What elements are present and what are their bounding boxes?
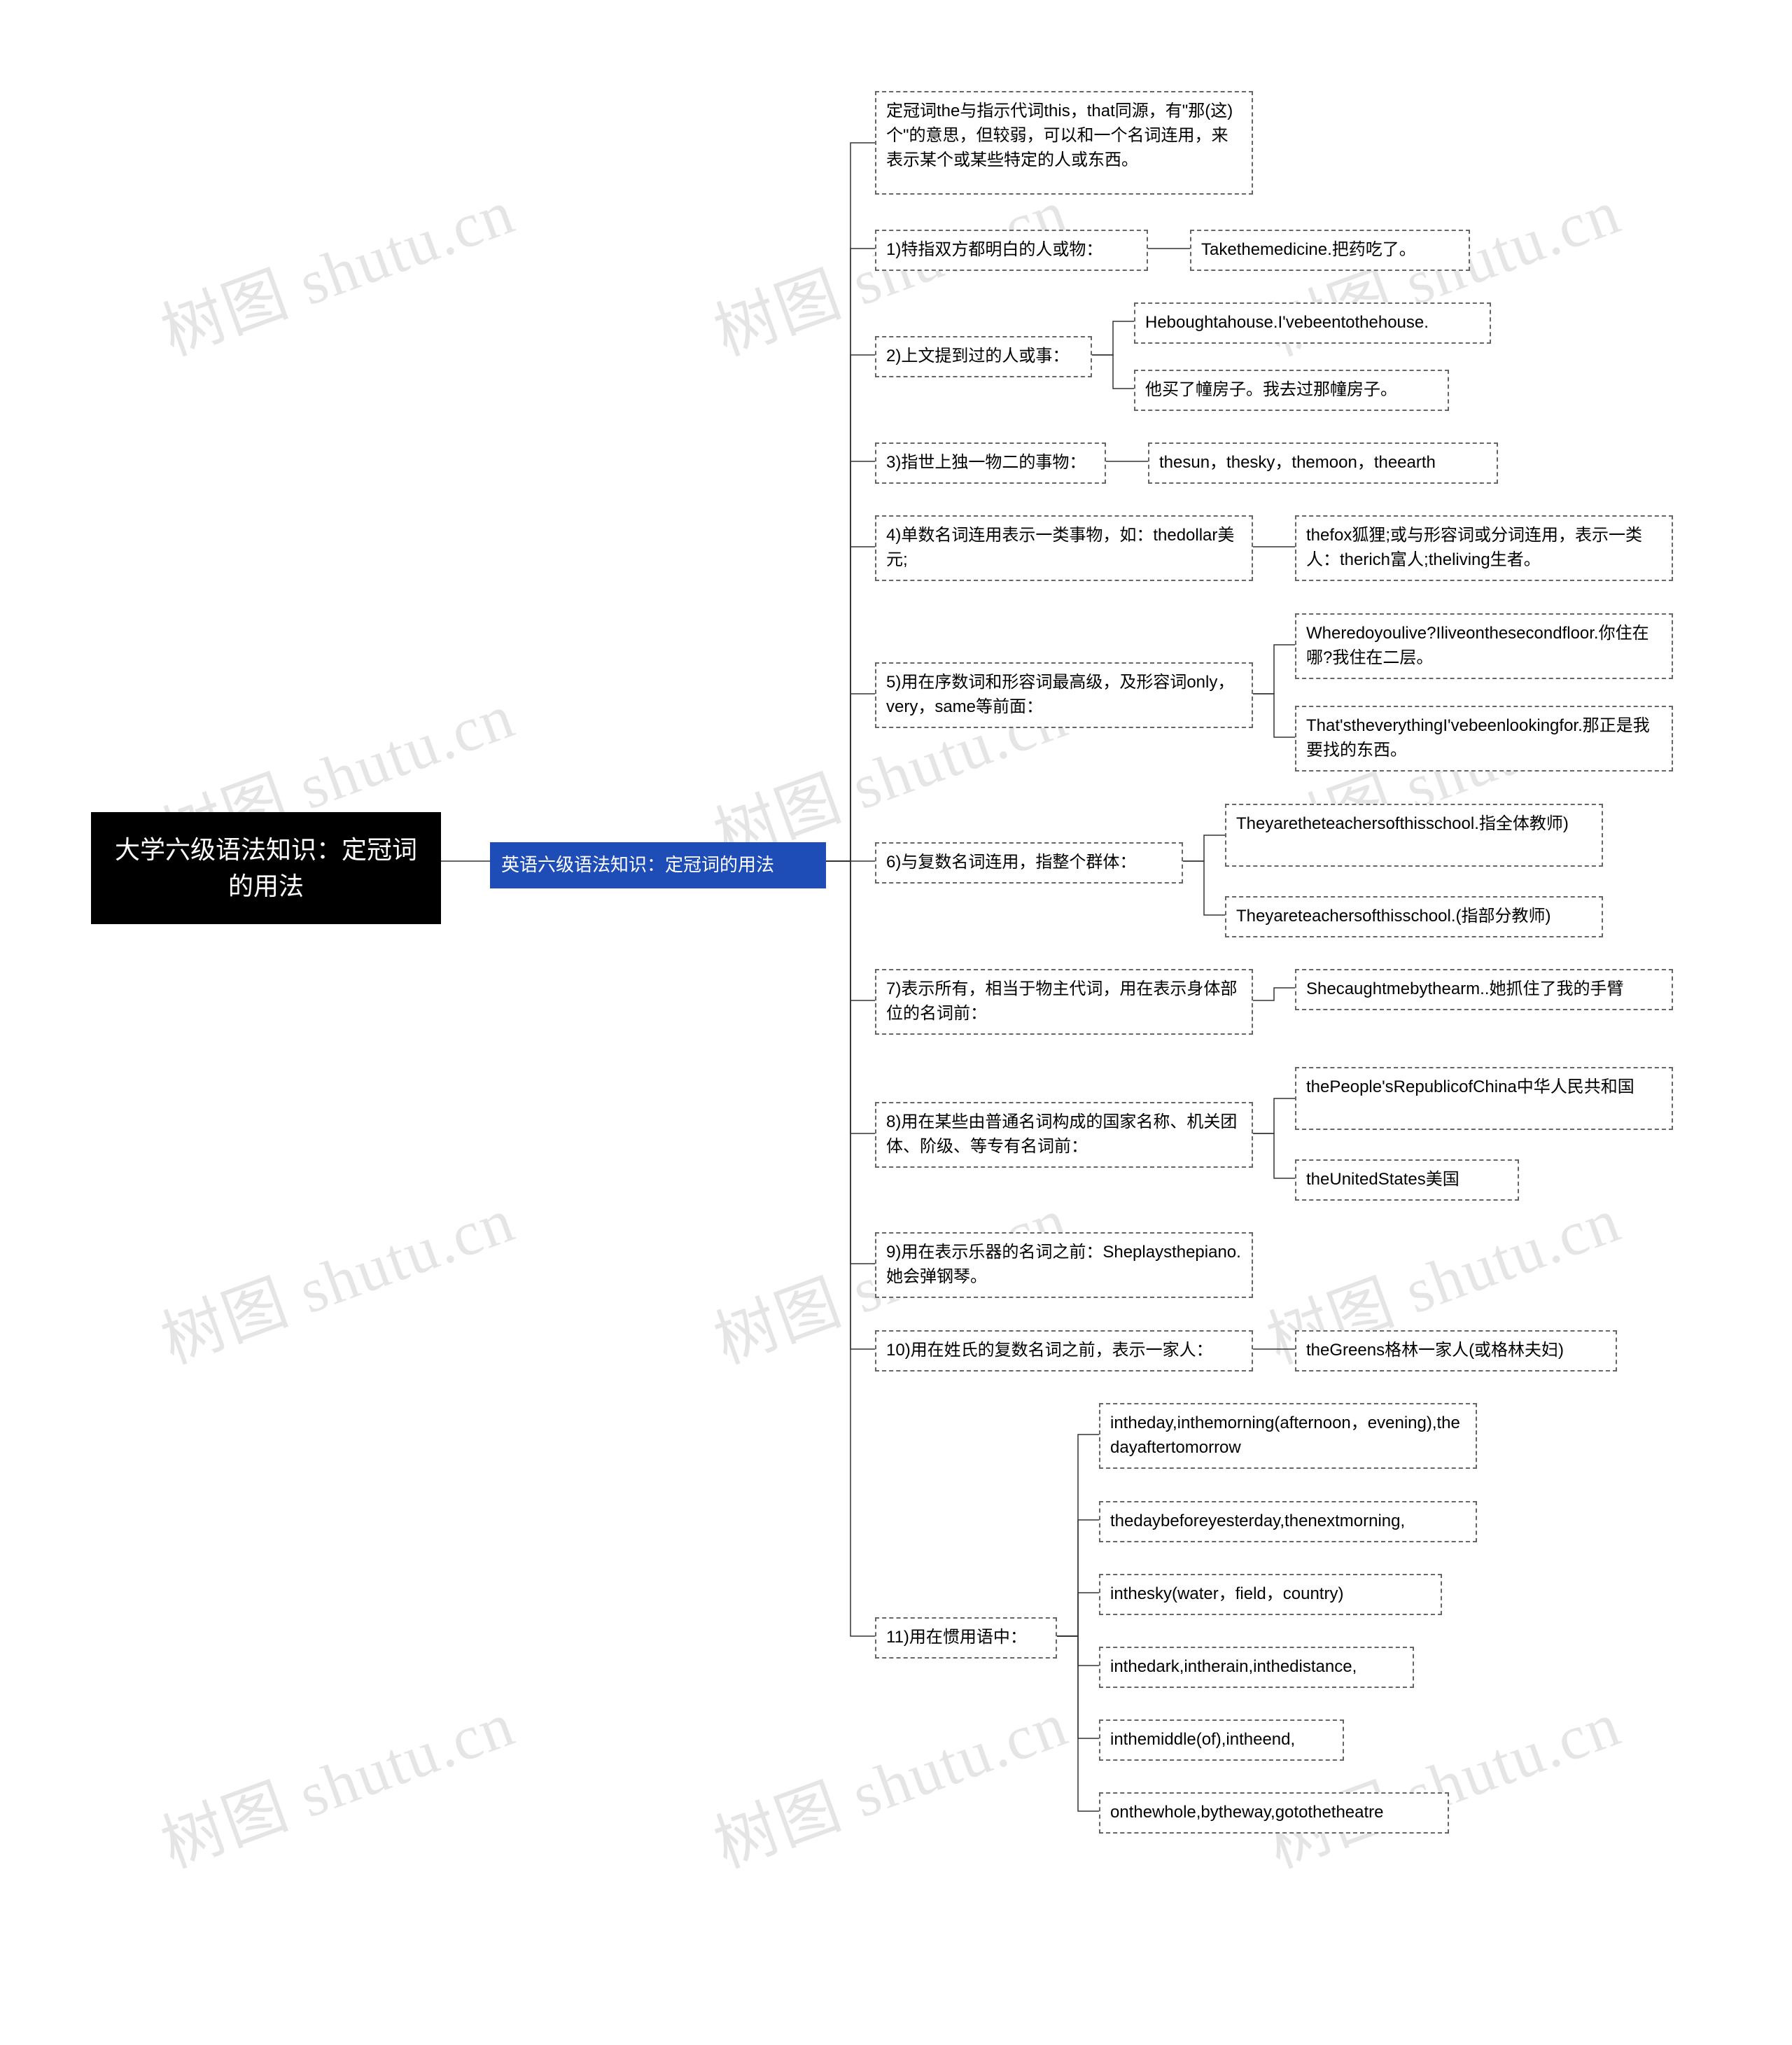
node-n11: 11)用在惯用语中： [875,1617,1057,1659]
node-n2a: Heboughtahouse.I'vebeentothehouse. [1134,302,1491,344]
edge [1057,1636,1099,1811]
node-n6b: Theyareteachersofthisschool.(指部分教师) [1225,896,1603,937]
watermark: 树图 shutu.cn [147,1169,525,1381]
node-n8: 8)用在某些由普通名词构成的国家名称、机关团体、阶级、等专有名词前： [875,1102,1253,1168]
node-n1a: Takethemedicine.把药吃了。 [1190,230,1470,271]
node-n7: 7)表示所有，相当于物主代词，用在表示身体部位的名词前： [875,969,1253,1035]
node-n10a: theGreens格林一家人(或格林夫妇) [1295,1330,1617,1372]
node-n5: 5)用在序数词和形容词最高级，及形容词only，very，same等前面： [875,662,1253,728]
edge [826,355,875,861]
edge [1057,1593,1099,1636]
node-n4a: thefox狐狸;或与形容词或分词连用，表示一类人：therich富人;thel… [1295,515,1673,581]
node-n3a: thesun，thesky，themoon，theearth [1148,442,1498,484]
edge [1253,694,1295,737]
edge [1057,1520,1099,1636]
edge [1057,1636,1099,1738]
edge [1253,1098,1295,1133]
edge [826,694,875,861]
edge [1183,835,1225,861]
edge [826,861,875,1133]
node-n4: 4)单数名词连用表示一类事物，如：thedollar美元; [875,515,1253,581]
watermark: 树图 shutu.cn [147,161,525,372]
node-root: 大学六级语法知识：定冠词的用法 [91,812,441,924]
edge [1057,1636,1099,1666]
edge [826,861,875,1264]
edge [826,143,875,861]
edge [826,861,875,1000]
node-n5b: That'stheverythingI'vebeenlookingfor.那正是… [1295,706,1673,772]
edge [826,461,875,861]
node-n1: 1)特指双方都明白的人或物： [875,230,1148,271]
edge [826,861,875,1349]
node-n5a: Wheredoyoulive?Iliveonthesecondfloor.你住在… [1295,613,1673,679]
edge [826,547,875,861]
node-n3: 3)指世上独一物二的事物： [875,442,1106,484]
edge [1183,861,1225,915]
watermark: 树图 shutu.cn [147,1673,525,1885]
node-sub: 英语六级语法知识：定冠词的用法 [490,842,826,888]
mindmap-canvas: 树图 shutu.cn 树图 shutu.cn 树图 shutu.cn 树图 shut… [0,0,1792,2045]
node-n11d: inthedark,intherain,inthedistance, [1099,1647,1414,1688]
node-n10: 10)用在姓氏的复数名词之前，表示一家人： [875,1330,1253,1372]
edge [1092,355,1134,389]
node-n6: 6)与复数名词连用，指整个群体： [875,842,1183,884]
edge [826,861,875,1636]
node-n9: 9)用在表示乐器的名词之前：Sheplaysthepiano.她会弹钢琴。 [875,1232,1253,1298]
node-n11a: intheday,inthemorning(afternoon，evening)… [1099,1403,1477,1469]
node-n11f: onthewhole,bytheway,gotothetheatre [1099,1792,1449,1834]
node-n2b: 他买了幢房子。我去过那幢房子。 [1134,370,1449,411]
node-n11b: thedaybeforeyesterday,thenextmorning, [1099,1501,1477,1542]
watermark: 树图 shutu.cn [700,1673,1078,1885]
node-n7a: Shecaughtmebythearm..她抓住了我的手臂 [1295,969,1673,1010]
watermark: 树图 shutu.cn [1253,1673,1631,1885]
node-n8a: thePeople'sRepublicofChina中华人民共和国 [1295,1067,1673,1130]
node-n2: 2)上文提到过的人或事： [875,336,1092,377]
node-n0: 定冠词the与指示代词this，that同源，有"那(这)个"的意思，但较弱，可… [875,91,1253,195]
edge [1253,988,1295,1000]
edge [1253,1133,1295,1178]
edge [1092,321,1134,355]
node-n11c: inthesky(water，field，country) [1099,1574,1442,1615]
node-n11e: inthemiddle(of),intheend, [1099,1719,1344,1761]
edge [1253,645,1295,694]
edge [826,249,875,861]
node-n8b: theUnitedStates美国 [1295,1159,1519,1201]
edge [1057,1435,1099,1636]
node-n6a: Theyaretheteachersofthisschool.指全体教师) [1225,804,1603,867]
